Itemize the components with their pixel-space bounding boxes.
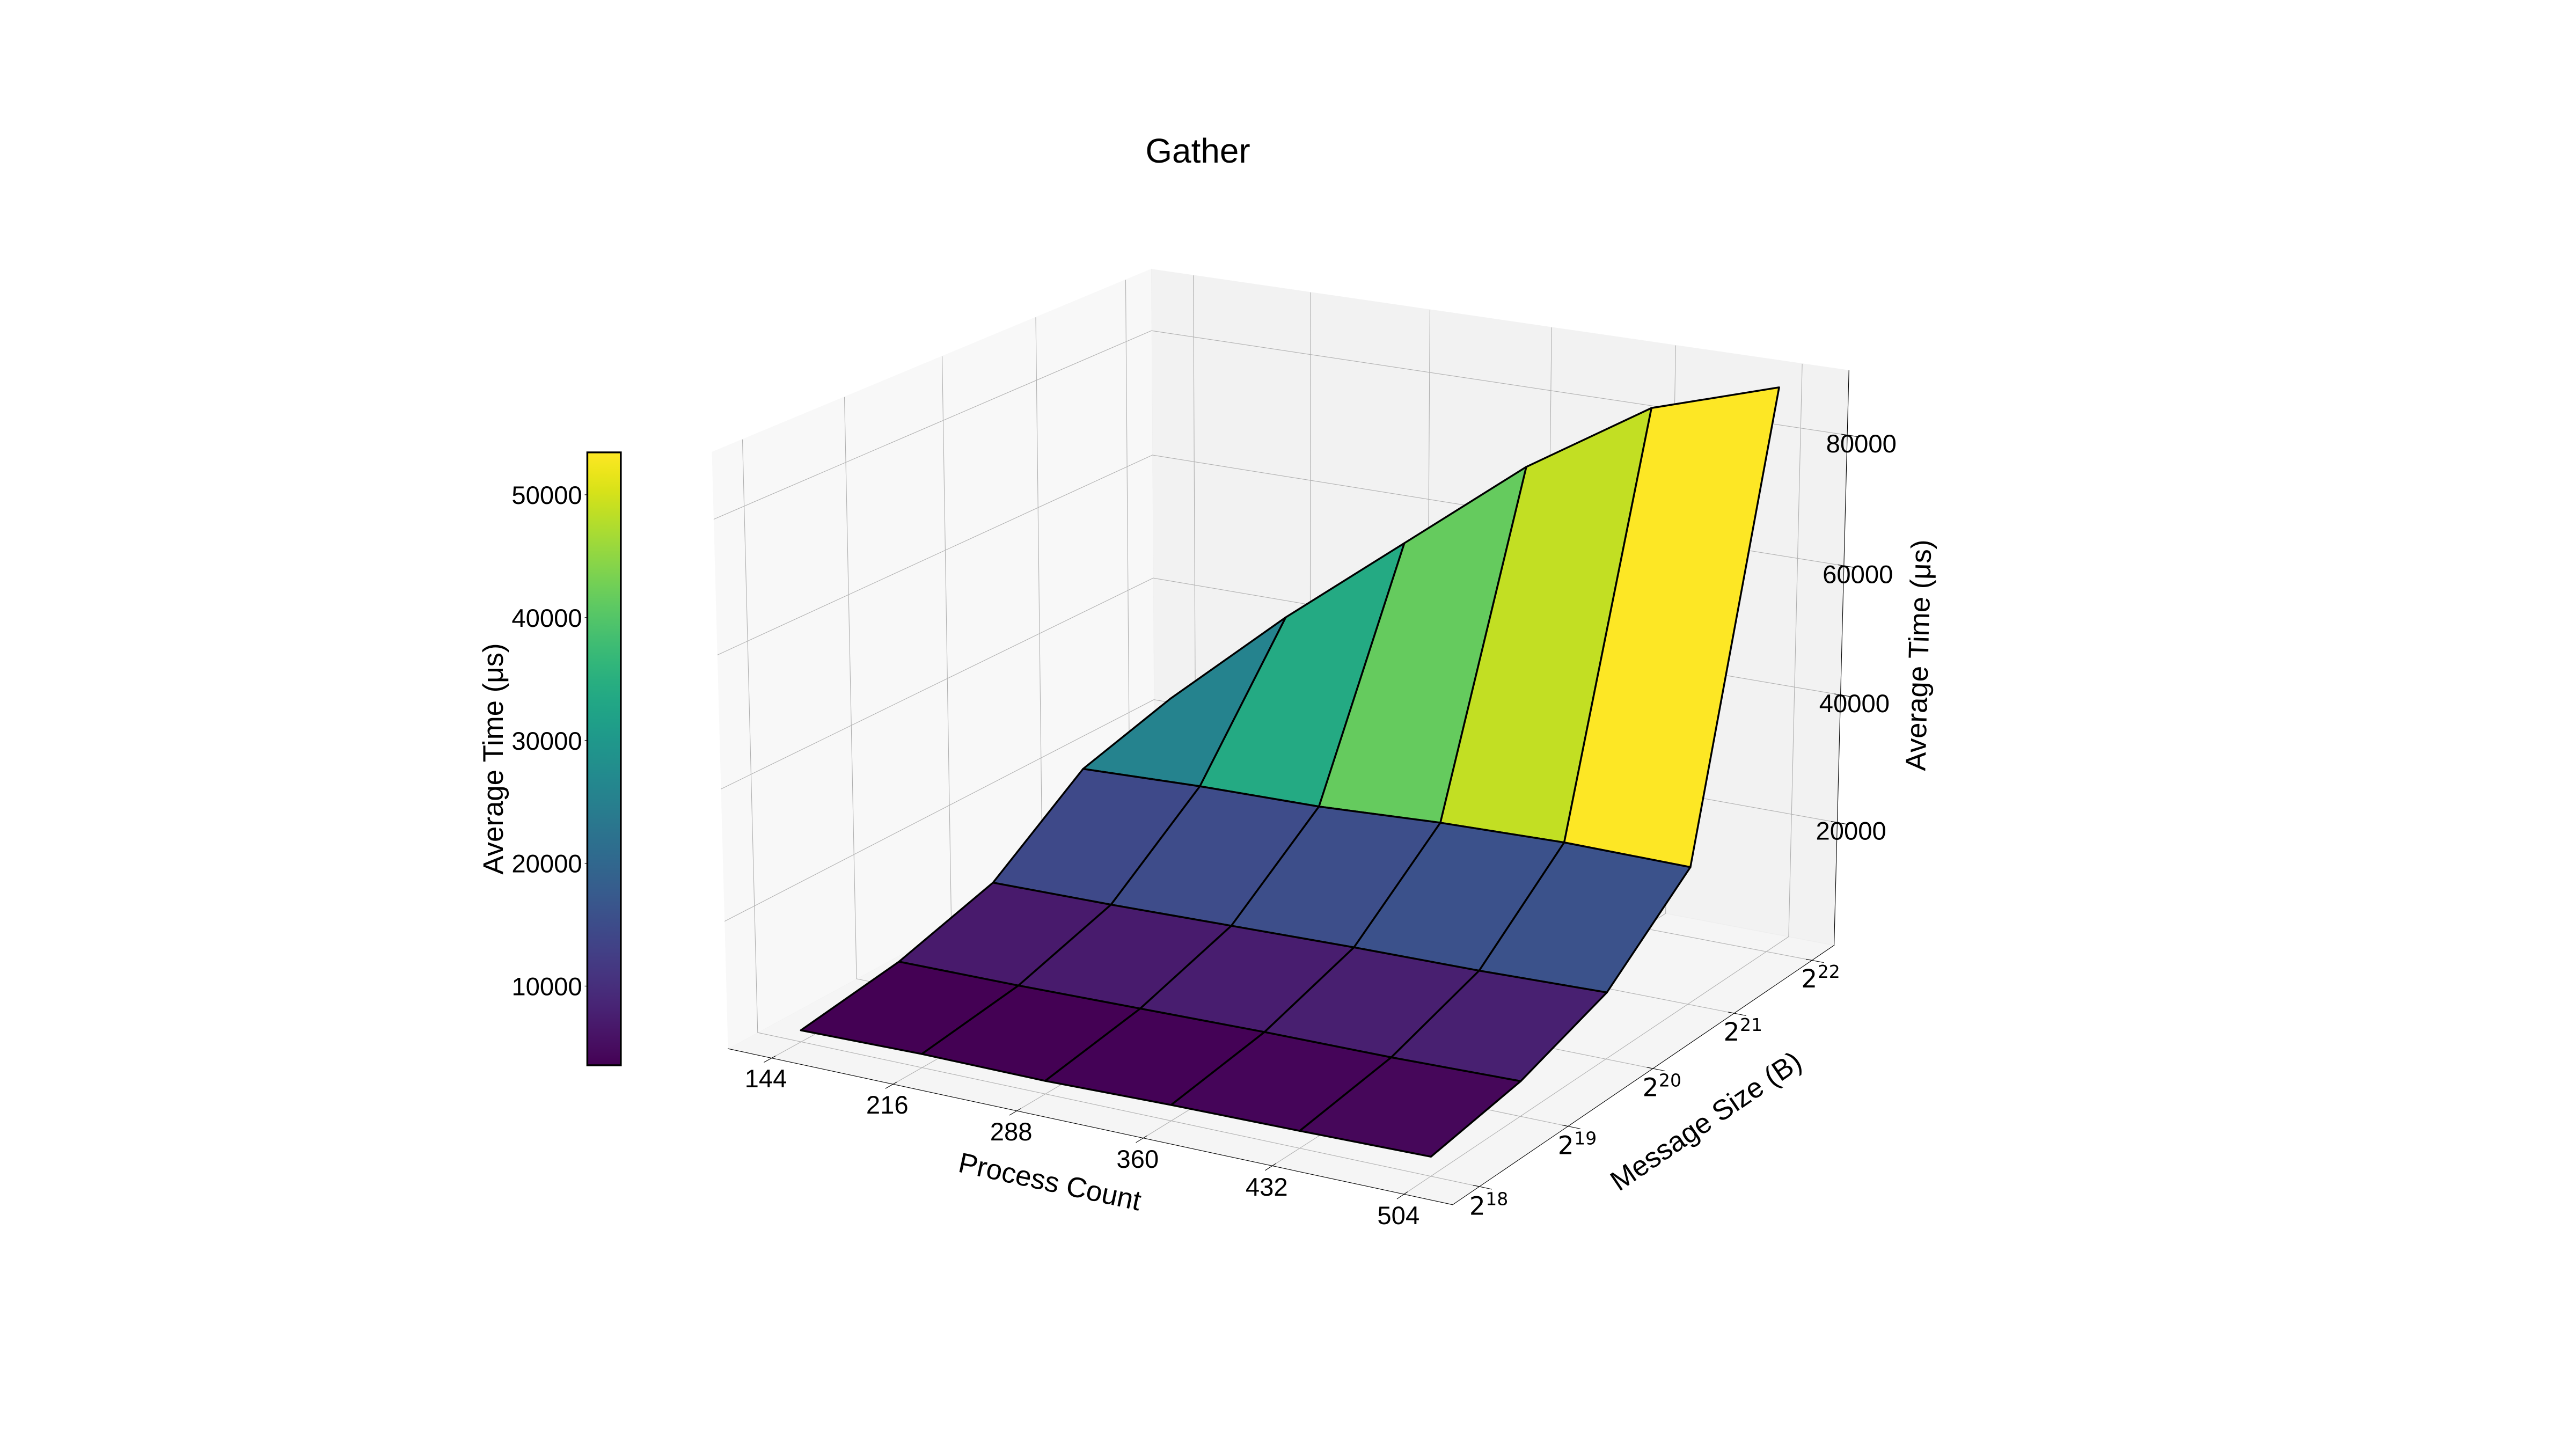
svg-text:60000: 60000 [1823,560,1893,589]
svg-text:360: 360 [1116,1145,1159,1174]
svg-text:Average Time (μs): Average Time (μs) [478,643,509,874]
svg-text:144: 144 [745,1065,787,1093]
svg-text:Average Time (μs): Average Time (μs) [1900,539,1937,772]
svg-text:10000: 10000 [511,973,582,1001]
svg-text:80000: 80000 [1826,430,1897,458]
svg-text:20000: 20000 [511,850,582,879]
svg-text:30000: 30000 [511,727,582,756]
svg-text:40000: 40000 [1819,690,1890,718]
svg-text:216: 216 [866,1091,909,1119]
svg-text:20000: 20000 [1816,817,1886,845]
svg-text:40000: 40000 [511,604,582,633]
svg-text:288: 288 [990,1118,1033,1146]
svg-text:50000: 50000 [511,481,582,510]
svg-text:432: 432 [1246,1173,1288,1202]
svg-text:504: 504 [1377,1202,1419,1230]
svg-text:Gather: Gather [1145,131,1250,170]
